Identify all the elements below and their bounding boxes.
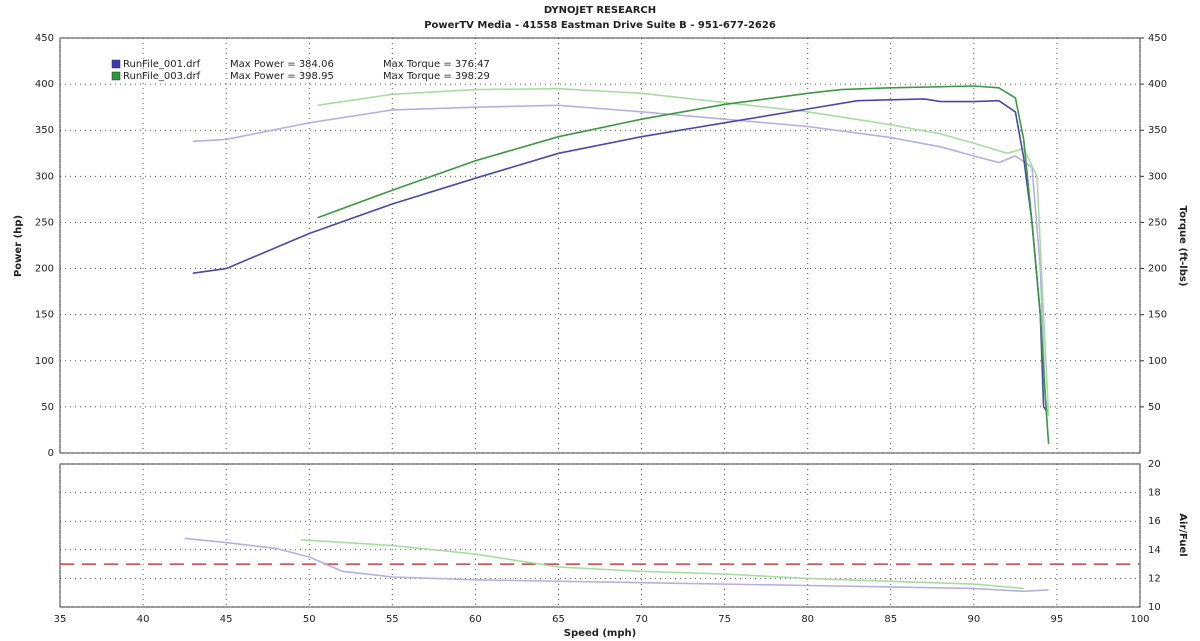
data-line [317, 87, 1050, 417]
plot-frame [59, 463, 1141, 608]
y-tick-label: 100 [35, 356, 54, 367]
x-tick-label: 85 [884, 614, 897, 625]
y-tick-label: 350 [35, 125, 54, 136]
y-tick-label: 300 [35, 171, 54, 182]
y2-tick-label: 20 [1148, 459, 1161, 470]
x-tick-label: 95 [1051, 614, 1064, 625]
x-axis-label: Speed (mph) [564, 628, 636, 639]
data-line [184, 537, 1049, 593]
plot-frame [59, 37, 1141, 454]
chart-subtitle: PowerTV Media - 41558 Eastman Drive Suit… [424, 20, 776, 31]
x-tick-label: 80 [801, 614, 814, 625]
y2-axis-label: Air/Fuel [1177, 513, 1188, 556]
y2-tick-label: 100 [1148, 356, 1167, 367]
x-tick-label: 45 [220, 614, 233, 625]
data-line [317, 85, 1050, 444]
y2-axis-label: Torque (ft-lbs) [1177, 206, 1188, 287]
legend-name: RunFile_001.drf [123, 59, 201, 70]
y2-tick-label: 14 [1148, 545, 1161, 556]
y-tick-label: 400 [35, 79, 54, 90]
y2-tick-label: 250 [1148, 217, 1167, 228]
y2-tick-label: 350 [1148, 125, 1167, 136]
y-tick-label: 250 [35, 217, 54, 228]
x-tick-label: 75 [718, 614, 731, 625]
y-tick-label: 50 [41, 402, 54, 413]
legend-power: Max Power = 398.95 [230, 71, 334, 82]
y2-tick-label: 10 [1148, 602, 1161, 613]
y2-tick-label: 16 [1148, 516, 1161, 527]
legend-swatch [111, 59, 121, 69]
y2-tick-label: 300 [1148, 171, 1167, 182]
y-tick-label: 200 [35, 264, 54, 275]
y-tick-label: 0 [48, 448, 54, 459]
y2-tick-label: 200 [1148, 264, 1167, 275]
y-tick-label: 150 [35, 310, 54, 321]
y2-tick-label: 18 [1148, 488, 1161, 499]
x-tick-label: 55 [386, 614, 399, 625]
data-line [192, 104, 1050, 417]
x-tick-label: 90 [967, 614, 980, 625]
chart-title: DYNOJET RESEARCH [544, 5, 656, 16]
legend-torque: Max Torque = 376.47 [383, 59, 490, 70]
data-line [300, 539, 1024, 590]
y-tick-label: 450 [35, 33, 54, 44]
x-tick-label: 35 [54, 614, 67, 625]
legend-power: Max Power = 384.06 [230, 59, 334, 70]
x-tick-label: 40 [137, 614, 150, 625]
x-tick-label: 60 [469, 614, 482, 625]
x-tick-label: 100 [1130, 614, 1149, 625]
x-tick-label: 70 [635, 614, 648, 625]
data-line [192, 98, 1048, 412]
x-tick-label: 65 [552, 614, 565, 625]
legend-swatch [111, 71, 121, 81]
y-axis-label: Power (hp) [13, 215, 24, 277]
x-tick-label: 50 [303, 614, 316, 625]
legend-torque: Max Torque = 398.29 [383, 71, 490, 82]
y2-tick-label: 400 [1148, 79, 1167, 90]
y2-tick-label: 12 [1148, 573, 1161, 584]
y2-tick-label: 50 [1148, 402, 1161, 413]
y2-tick-label: 150 [1148, 310, 1167, 321]
y2-tick-label: 450 [1148, 33, 1167, 44]
legend-name: RunFile_003.drf [123, 71, 201, 82]
